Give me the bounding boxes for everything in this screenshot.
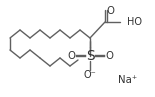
- Text: O: O: [106, 6, 114, 16]
- Text: O: O: [67, 51, 75, 61]
- Text: S: S: [86, 49, 94, 63]
- Text: Na⁺: Na⁺: [118, 75, 138, 85]
- Text: O⁻: O⁻: [84, 70, 96, 80]
- Text: O: O: [105, 51, 113, 61]
- Text: HO: HO: [127, 17, 142, 27]
